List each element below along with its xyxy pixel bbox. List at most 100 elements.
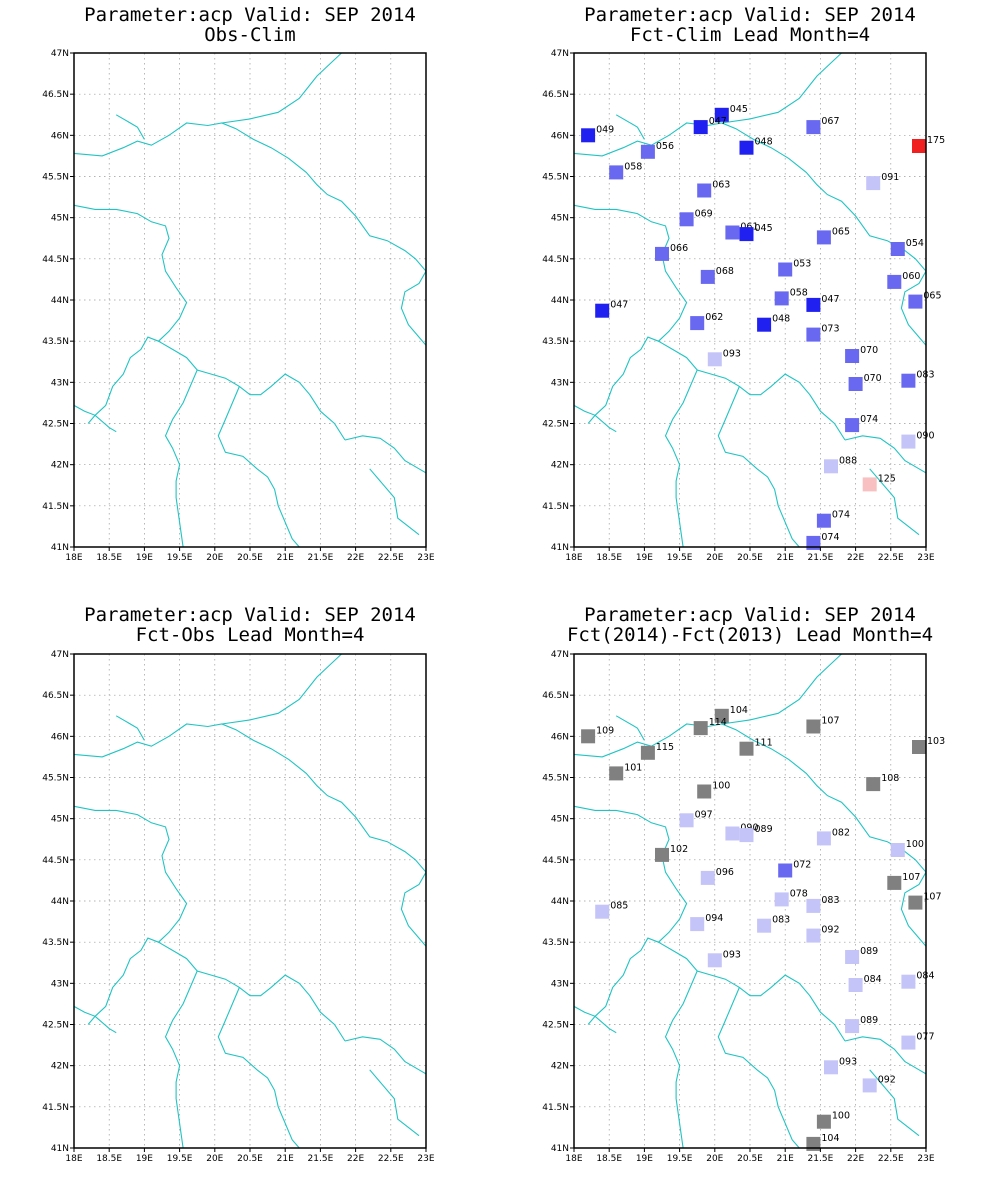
station-value-label: 067: [821, 116, 839, 127]
x-tick-label: 20E: [706, 553, 723, 563]
station-marker: 056: [640, 141, 674, 159]
x-tick-label: 23E: [417, 553, 434, 563]
station-marker: 068: [700, 266, 734, 284]
station-square: [901, 434, 916, 449]
station-marker: 047: [806, 294, 840, 312]
station-value-label: 089: [860, 946, 878, 957]
station-value-label: 092: [821, 925, 839, 936]
station-marker: 115: [640, 742, 674, 760]
border-line: [115, 715, 145, 741]
station-value-label: 089: [860, 1015, 878, 1026]
border-line: [573, 404, 617, 433]
station-marker: 073: [806, 324, 840, 342]
x-tick-label: 22E: [847, 553, 864, 563]
y-tick-label: 44N: [51, 897, 69, 907]
station-marker: 111: [739, 738, 773, 756]
y-tick-label: 45.5N: [542, 774, 569, 784]
panel-title-line2: Fct(2014)-Fct(2013) Lead Month=4: [567, 624, 933, 646]
x-tick-label: 19E: [136, 1154, 153, 1164]
station-value-label: 091: [881, 172, 899, 183]
border-line: [844, 435, 927, 474]
y-tick-label: 41.5N: [542, 502, 569, 512]
x-tick-label: 19.5E: [667, 1154, 693, 1164]
y-tick-label: 46.5N: [42, 691, 69, 701]
station-marker: 065: [908, 291, 942, 309]
y-tick-label: 45.5N: [42, 173, 69, 183]
gridlines: [574, 53, 926, 547]
x-tick-label: 22E: [347, 553, 364, 563]
y-tick-label: 42N: [551, 461, 569, 471]
station-marker: 053: [778, 259, 811, 277]
station-marker: 072: [778, 860, 811, 878]
station-value-label: 074: [832, 510, 850, 521]
y-tick-label: 47N: [51, 49, 69, 59]
border-line: [369, 1069, 420, 1137]
border-line: [221, 52, 342, 124]
country-borders: [573, 52, 927, 548]
station-marker: 070: [845, 345, 878, 363]
x-tick-label: 21E: [777, 553, 794, 563]
y-tick-label: 44.5N: [542, 255, 569, 265]
border-line: [721, 52, 842, 124]
station-square: [824, 459, 838, 474]
y-tick-label: 43N: [551, 378, 569, 388]
x-tick-label: 18.5E: [596, 553, 622, 563]
border-line: [615, 114, 645, 140]
station-square: [806, 327, 821, 342]
station-value-label: 088: [839, 455, 857, 466]
y-tick-label: 46N: [51, 131, 69, 141]
station-square: [609, 766, 624, 781]
y-tick-label: 42N: [51, 1062, 69, 1072]
y-tick-label: 42.5N: [542, 1021, 569, 1031]
border-line: [844, 1036, 927, 1075]
x-tick-label: 20.5E: [737, 553, 763, 563]
x-tick-label: 21E: [277, 553, 294, 563]
station-marker: 085: [595, 901, 628, 919]
station-value-label: 082: [832, 827, 850, 838]
border-line: [721, 653, 842, 725]
station-square: [757, 317, 772, 332]
station-square: [739, 828, 754, 843]
y-tick-label: 43N: [51, 979, 69, 989]
y-tick-label: 43N: [51, 378, 69, 388]
station-marker: 070: [848, 373, 882, 391]
border-line: [869, 468, 920, 536]
border-line: [344, 435, 427, 474]
station-marker: 100: [697, 781, 730, 799]
station-square: [887, 875, 902, 890]
station-marker: 069: [679, 208, 713, 227]
border-line: [400, 270, 427, 346]
station-value-label: 084: [864, 974, 882, 985]
station-value-label: 068: [716, 266, 734, 277]
y-tick-label: 46.5N: [42, 90, 69, 100]
station-marker: 048: [757, 314, 790, 332]
station-value-label: 107: [821, 716, 839, 727]
station-value-label: 109: [596, 725, 614, 736]
x-tick-label: 21.5E: [808, 1154, 834, 1164]
panel-title-line2: Fct-Obs Lead Month=4: [136, 624, 365, 646]
y-tick-label: 47N: [551, 49, 569, 59]
station-square: [700, 269, 715, 284]
y-tick-label: 45.5N: [42, 774, 69, 784]
station-square: [862, 477, 877, 492]
x-tick-label: 20.5E: [737, 1154, 763, 1164]
station-value-label: 083: [772, 915, 790, 926]
station-value-label: 103: [927, 736, 945, 747]
station-marker: 074: [845, 414, 878, 433]
station-value-label: 093: [839, 1056, 857, 1067]
x-tick-label: 18E: [65, 1154, 82, 1164]
y-tick-label: 46N: [551, 732, 569, 742]
y-tick-label: 42.5N: [42, 420, 69, 430]
border-line: [369, 468, 420, 536]
station-value-label: 101: [624, 762, 642, 773]
station-square: [725, 826, 740, 841]
station-square: [816, 831, 831, 846]
x-tick-label: 23E: [917, 553, 934, 563]
country-borders: [73, 653, 427, 1149]
x-tick-label: 22.5E: [878, 1154, 904, 1164]
station-marker: 049: [581, 124, 614, 143]
station-square: [816, 513, 831, 528]
station-square: [707, 352, 722, 367]
x-tick-label: 19E: [636, 1154, 653, 1164]
border-line: [164, 970, 198, 1149]
